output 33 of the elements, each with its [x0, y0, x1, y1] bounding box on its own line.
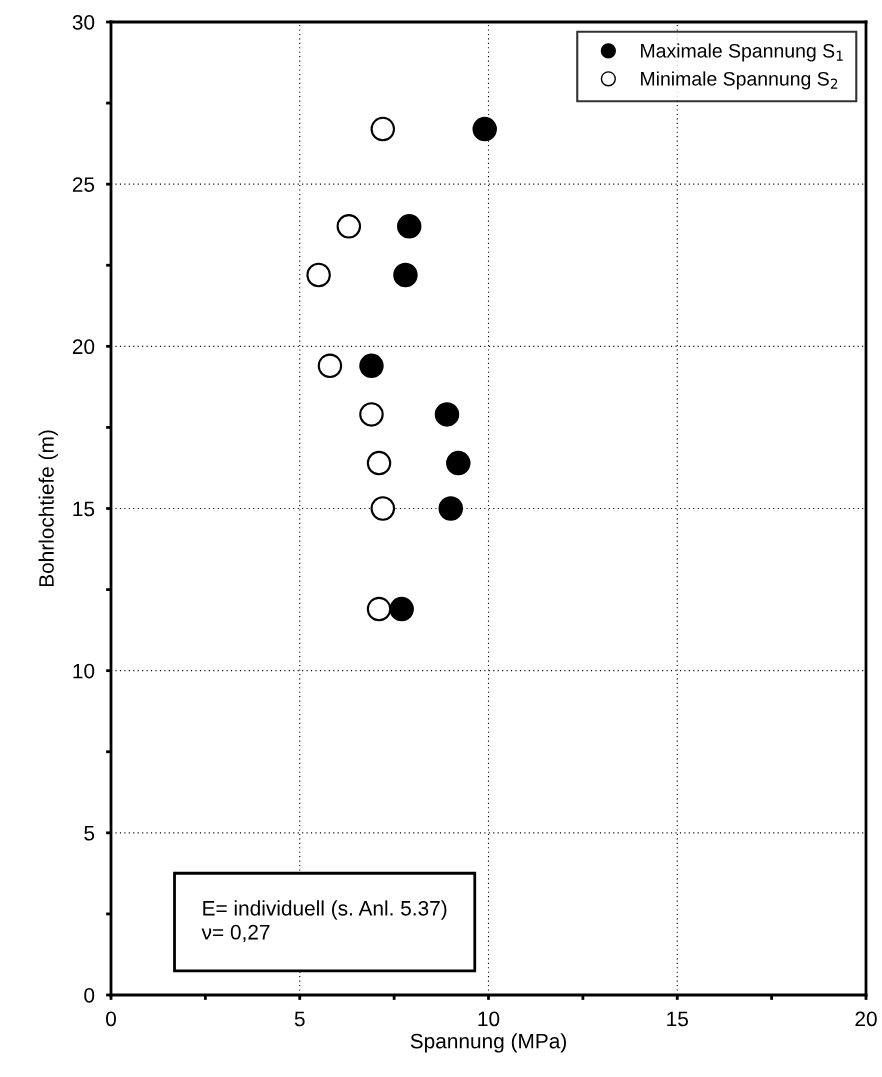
point [306, 262, 331, 288]
point [366, 596, 392, 622]
point [359, 402, 384, 427]
point [393, 262, 418, 288]
point [438, 496, 463, 521]
y-tick-label: 15 [73, 501, 95, 517]
y-tick-label: 5 [84, 826, 95, 841]
x-tick-label: 0 [106, 1011, 116, 1027]
x-tick-label: 10 [478, 1011, 500, 1027]
point [359, 353, 384, 379]
point [446, 450, 471, 476]
annotation: E= individuell (s. Anl. 5.37) ν= 0,27 [201, 900, 447, 943]
legend-label: Maximale Spannung S$_{1}$ [641, 43, 843, 62]
x-tick-label: 5 [294, 1011, 305, 1027]
point [366, 450, 392, 476]
x-tick-label: 15 [667, 1011, 688, 1027]
point [434, 402, 460, 427]
x-axis-title: Spannung (MPa) [410, 1033, 566, 1053]
point [370, 496, 396, 521]
y-tick-label: 25 [72, 177, 95, 192]
point [317, 353, 343, 379]
point [336, 214, 362, 239]
y-tick-label: 20 [72, 339, 95, 355]
point [472, 116, 497, 142]
x-tick-label: 20 [855, 1011, 877, 1027]
point [370, 116, 396, 142]
y-tick-label: 10 [73, 663, 95, 679]
point [396, 214, 422, 239]
point [389, 596, 414, 622]
legend-label: Minimale Spannung S$_{2}$ [641, 71, 838, 90]
y-axis-title: Bohrlochtiefe (m) [38, 430, 58, 587]
y-tick-label: 0 [84, 988, 95, 1003]
y-tick-label: 30 [72, 15, 95, 30]
